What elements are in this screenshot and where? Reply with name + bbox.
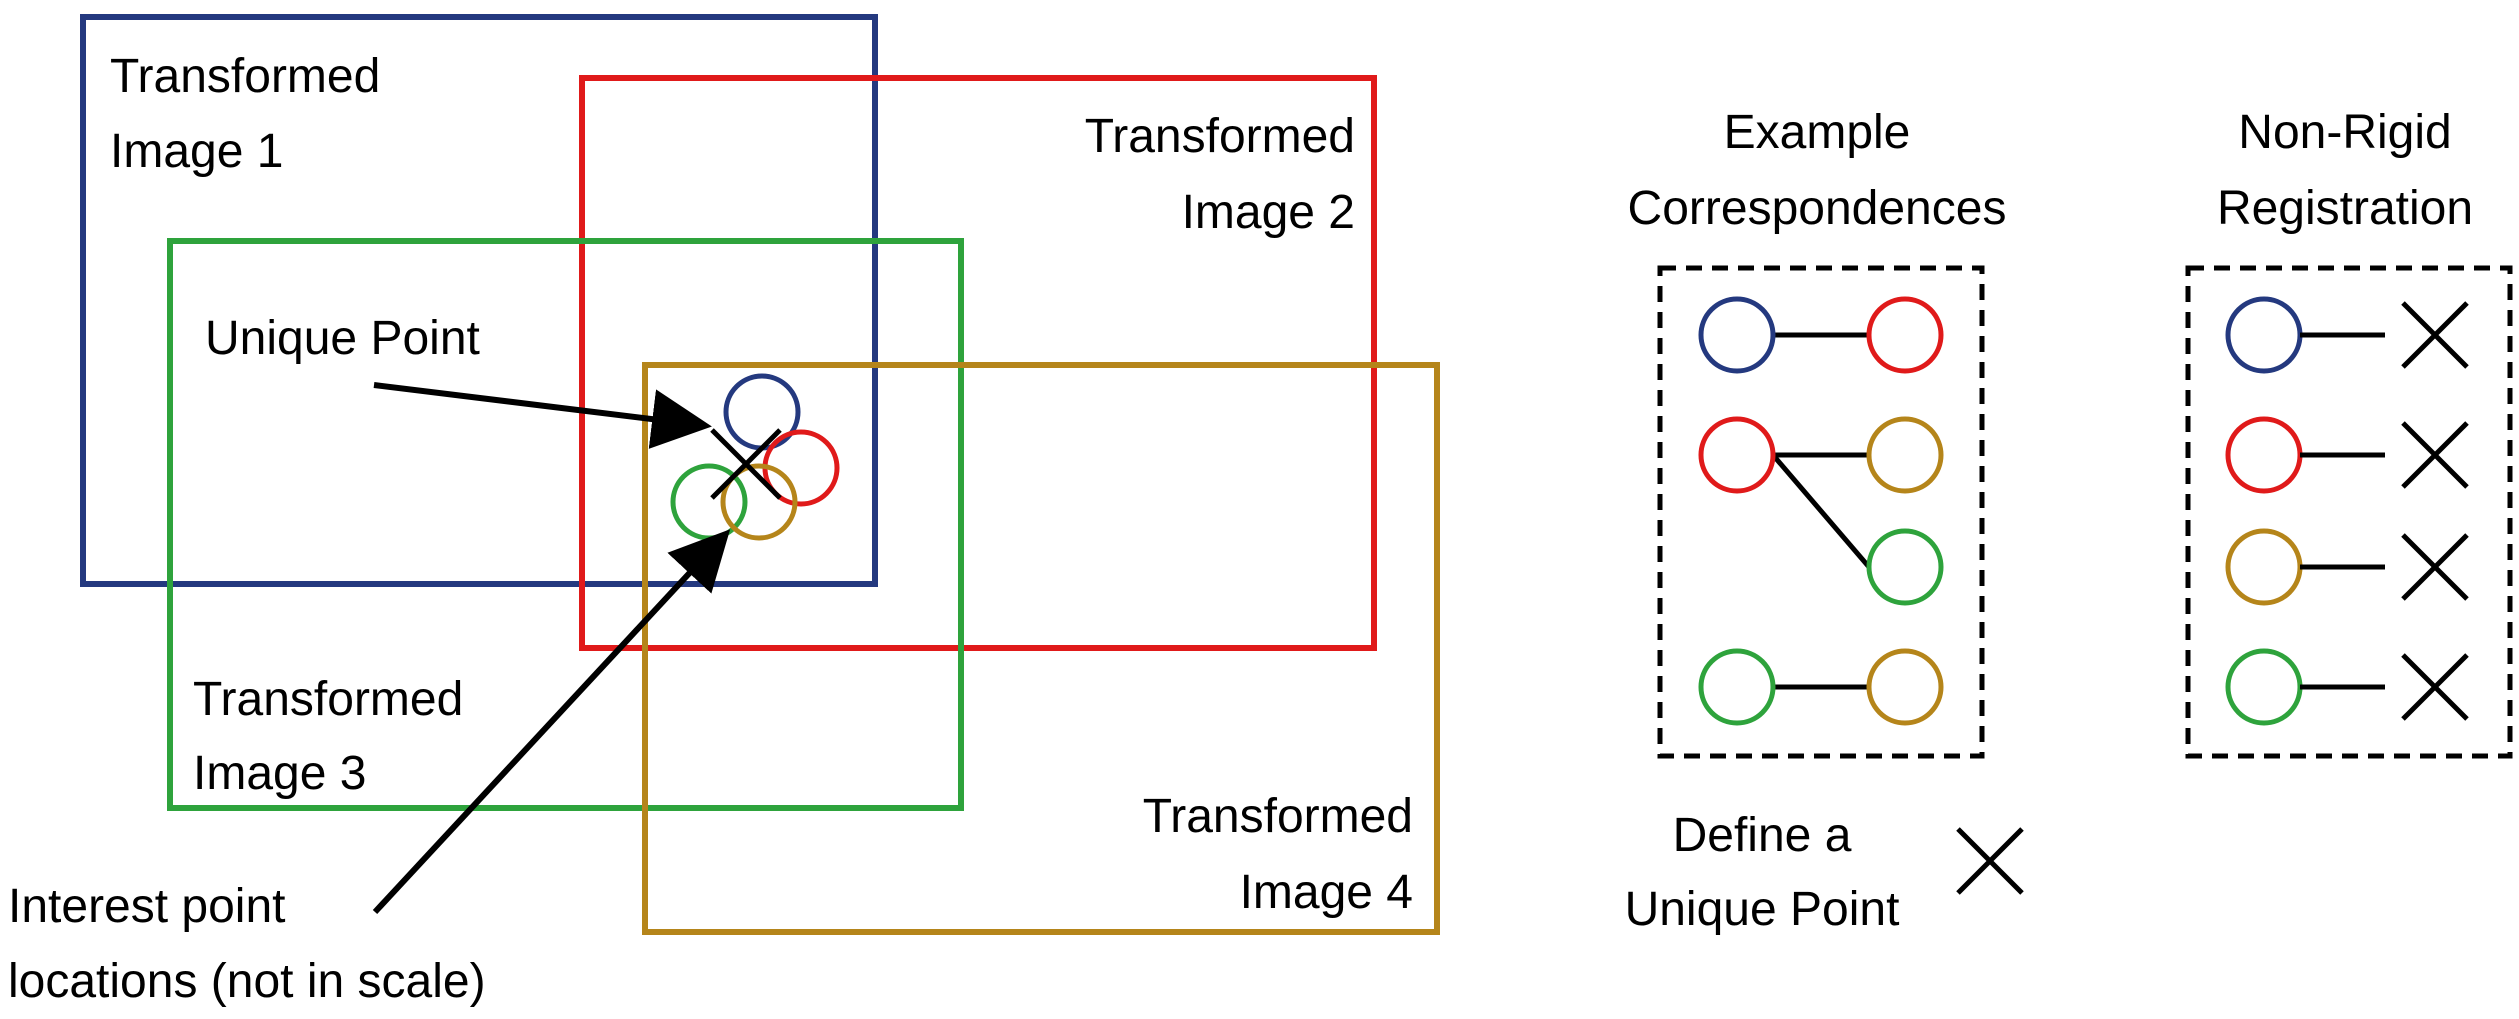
- example-panel-box: [1657, 265, 1985, 759]
- nonrigid-row-1-circle: [2225, 296, 2303, 374]
- interest-point-label-line2: locations (not in scale): [8, 955, 486, 1008]
- nonrigid-row-2-x-icon: [2401, 421, 2469, 489]
- example-row1-left-circle: [1698, 296, 1776, 374]
- example-row2-right-circle-a: [1866, 416, 1944, 494]
- legend-x-mark-icon: [1956, 827, 2024, 895]
- image-1-subtitle: Image 1: [110, 125, 283, 178]
- example-row1-right-circle: [1866, 296, 1944, 374]
- image-3-title: Transformed: [193, 673, 463, 726]
- example-row2-left-circle: [1698, 416, 1776, 494]
- example-panel-title-line2: Correspondences: [1628, 182, 2007, 235]
- image-4-subtitle: Image 4: [1240, 866, 1413, 919]
- example-row3-left-circle: [1698, 648, 1776, 726]
- interest-point-arrow: [372, 529, 731, 915]
- nonrigid-panel-box: [2185, 265, 2513, 759]
- nonrigid-row-4-x-icon: [2401, 653, 2469, 721]
- transformed-image-1-frame: [80, 14, 878, 587]
- legend-line2: Unique Point: [1625, 883, 1900, 936]
- nonrigid-row-3-circle: [2225, 528, 2303, 606]
- example-correspondence-lines: [1771, 332, 1871, 690]
- unique-point-x-icon: [710, 428, 782, 500]
- interest-point-gold: [720, 463, 798, 541]
- nonrigid-row-4-circle: [2225, 648, 2303, 726]
- interest-point-label-line1: Interest point: [8, 880, 286, 933]
- image-3-subtitle: Image 3: [193, 747, 366, 800]
- transformed-image-3-frame: [167, 238, 964, 811]
- image-4-title: Transformed: [1143, 790, 1413, 843]
- nonrigid-panel-title-line1: Non-Rigid: [2238, 106, 2451, 159]
- nonrigid-row-3-x-icon: [2401, 533, 2469, 601]
- transformed-image-4-frame: [642, 362, 1440, 935]
- image-2-subtitle: Image 2: [1182, 186, 1355, 239]
- unique-point-arrow: [373, 382, 712, 449]
- unique-point-label: Unique Point: [205, 312, 480, 365]
- legend-line1: Define a: [1673, 809, 1852, 862]
- nonrigid-row-2-circle: [2225, 416, 2303, 494]
- example-row2-right-circle-b: [1866, 528, 1944, 606]
- image-1-title: Transformed: [110, 50, 380, 103]
- example-row3-right-circle: [1866, 648, 1944, 726]
- nonrigid-rows: [2225, 296, 2469, 726]
- image-2-title: Transformed: [1085, 110, 1355, 163]
- nonrigid-panel-title-line2: Registration: [2217, 182, 2473, 235]
- nonrigid-row-1-x-icon: [2401, 301, 2469, 369]
- example-panel-title-line1: Example: [1724, 106, 1911, 159]
